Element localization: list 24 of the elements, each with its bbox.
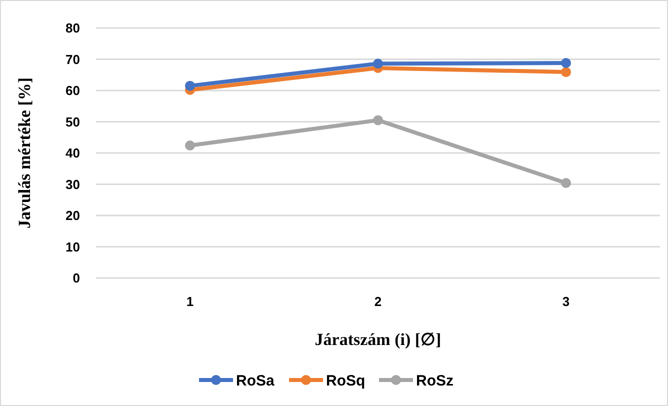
- x-tick-label: 3: [562, 294, 570, 309]
- y-tick-label: 60: [66, 83, 80, 98]
- legend-label: RoSa: [236, 372, 275, 390]
- x-tick-label: 1: [186, 294, 194, 309]
- point: [561, 67, 571, 78]
- point: [561, 178, 571, 188]
- x-axis-title: Járatszám (i) [∅]: [314, 330, 442, 349]
- point: [373, 115, 383, 126]
- y-tick-label: 0: [72, 270, 80, 286]
- y-tick-label: 10: [66, 239, 80, 254]
- point: [561, 58, 571, 68]
- y-tick-label: 40: [66, 146, 80, 161]
- point: [373, 58, 383, 69]
- y-axis-title: Javulás mértéke [%]: [15, 77, 34, 229]
- y-tick-label: 20: [66, 208, 80, 224]
- legend-label: RoSz: [416, 372, 454, 390]
- point: [185, 80, 195, 91]
- y-tick-label: 80: [66, 20, 80, 36]
- y-tick-label: 50: [66, 114, 80, 130]
- point: [185, 140, 195, 150]
- y-tick-label: 30: [66, 176, 80, 192]
- y-tick-label: 70: [66, 52, 80, 67]
- legend-label: RoSq: [326, 372, 366, 390]
- x-tick-label: 2: [374, 294, 382, 309]
